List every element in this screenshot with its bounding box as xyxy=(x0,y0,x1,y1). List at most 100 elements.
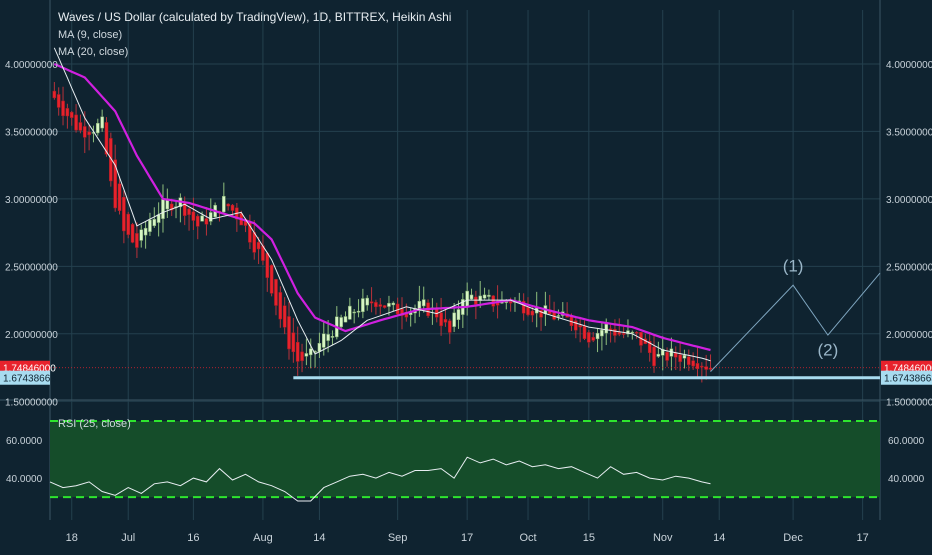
candle-body xyxy=(126,213,130,235)
candle-body xyxy=(387,302,391,307)
candle-body xyxy=(417,300,422,311)
candle-body xyxy=(591,337,595,341)
candle-body xyxy=(361,298,365,312)
candle-body xyxy=(100,116,104,129)
candle-body xyxy=(665,351,669,361)
axes: 4.00000000 4.00000000 3.50000000 3.50000000… xyxy=(0,60,932,544)
ma20-legend: MA (20, close) xyxy=(58,46,128,58)
candle-body xyxy=(300,351,304,362)
candle-body xyxy=(104,122,109,155)
x-tick-label: 14 xyxy=(713,532,725,544)
price-tick-left: 2.50000000 xyxy=(5,262,58,273)
candle-body xyxy=(96,122,100,134)
candle-body xyxy=(600,329,604,337)
support-price-tag-left: 1.67438663 xyxy=(3,374,56,385)
rsi-tick-left: 60.0000 xyxy=(6,436,43,447)
candle-body xyxy=(148,219,152,232)
candle-body xyxy=(669,348,674,357)
candle-body xyxy=(265,252,270,278)
candle-body xyxy=(595,332,600,340)
price-tick-left: 2.00000000 xyxy=(5,330,58,341)
candle-body xyxy=(378,304,383,307)
last-price-tag-right: 1.74846000 xyxy=(884,364,932,375)
support-price-tag-right-bg xyxy=(881,370,932,385)
candle-body xyxy=(456,309,461,320)
candle-body xyxy=(330,336,335,338)
candle-body xyxy=(652,346,656,367)
candle-body xyxy=(574,320,578,331)
candle-body xyxy=(274,279,278,306)
candle-body xyxy=(56,94,61,108)
candle-body xyxy=(295,342,300,362)
candle-body xyxy=(391,302,396,306)
ma9-legend: MA (9, close) xyxy=(58,29,122,41)
candle-body xyxy=(491,295,496,307)
chart-title: Waves / US Dollar (calculated by Trading… xyxy=(58,10,451,24)
candle-body xyxy=(256,242,261,250)
candle-body xyxy=(691,360,695,367)
candle-body xyxy=(365,297,369,306)
candle-body xyxy=(356,310,361,313)
candle-body xyxy=(678,354,682,362)
rsi-tick-right: 40.0000 xyxy=(888,474,925,485)
candle-body xyxy=(700,365,704,368)
candle-body xyxy=(452,312,456,327)
candle-body xyxy=(530,310,535,316)
wave-2-label: (2) xyxy=(817,340,838,359)
candle-body xyxy=(465,290,469,308)
candle-body xyxy=(469,294,474,300)
wave-1-label: (1) xyxy=(783,257,804,276)
candle-body xyxy=(613,329,617,336)
x-tick-label: Oct xyxy=(519,532,536,544)
candle-body xyxy=(195,215,200,227)
candle-body xyxy=(326,334,330,341)
candle-body xyxy=(269,265,274,294)
last-price-tag-left: 1.74846000 xyxy=(3,364,56,375)
candle-body xyxy=(74,114,78,131)
price-tick-right: 1.50000000 xyxy=(886,397,932,408)
candle-body xyxy=(61,100,65,117)
candle-body xyxy=(226,203,230,207)
candle-body xyxy=(321,333,326,348)
x-tick-label: 16 xyxy=(187,532,199,544)
price-tick-right: 3.00000000 xyxy=(886,195,932,206)
x-tick-label: 17 xyxy=(461,532,473,544)
price-tick-left: 1.50000000 xyxy=(5,397,58,408)
price-tick-left: 3.50000000 xyxy=(5,127,58,138)
candle-body xyxy=(52,90,57,99)
x-tick-label: Jul xyxy=(121,532,135,544)
x-tick-label: Aug xyxy=(253,532,273,544)
candle-body xyxy=(656,353,661,357)
candle-body xyxy=(539,310,543,318)
candle-body xyxy=(143,227,148,236)
candle-body xyxy=(209,212,213,222)
x-tick-label: 14 xyxy=(313,532,325,544)
support-price-tag-right: 1.67438663 xyxy=(884,374,932,385)
candle-body xyxy=(604,324,609,334)
candle-body xyxy=(482,294,487,299)
x-tick-label: 18 xyxy=(66,532,78,544)
candle-body xyxy=(130,224,135,243)
ma9-line xyxy=(53,47,711,362)
x-tick-label: 15 xyxy=(583,532,595,544)
candle-body xyxy=(87,131,91,136)
candle-body xyxy=(443,319,448,323)
price-tick-right: 2.00000000 xyxy=(886,330,932,341)
price-tick-right: 2.50000000 xyxy=(886,262,932,273)
candle-body xyxy=(139,229,144,241)
candle-body xyxy=(230,204,235,211)
candle-body xyxy=(78,122,83,131)
overlay: (1) (2) xyxy=(50,257,881,380)
candle-body xyxy=(526,306,530,316)
candle-body xyxy=(647,340,652,353)
price-tick-right: 4.00000000 xyxy=(886,60,932,71)
candle-body xyxy=(556,315,561,317)
candle-body xyxy=(617,332,622,335)
candle-body xyxy=(222,195,226,213)
candle-body xyxy=(608,328,613,331)
candle-body xyxy=(69,111,74,118)
candle-body xyxy=(634,331,639,334)
price-tick-right: 3.50000000 xyxy=(886,127,932,138)
candle-body xyxy=(630,331,635,334)
